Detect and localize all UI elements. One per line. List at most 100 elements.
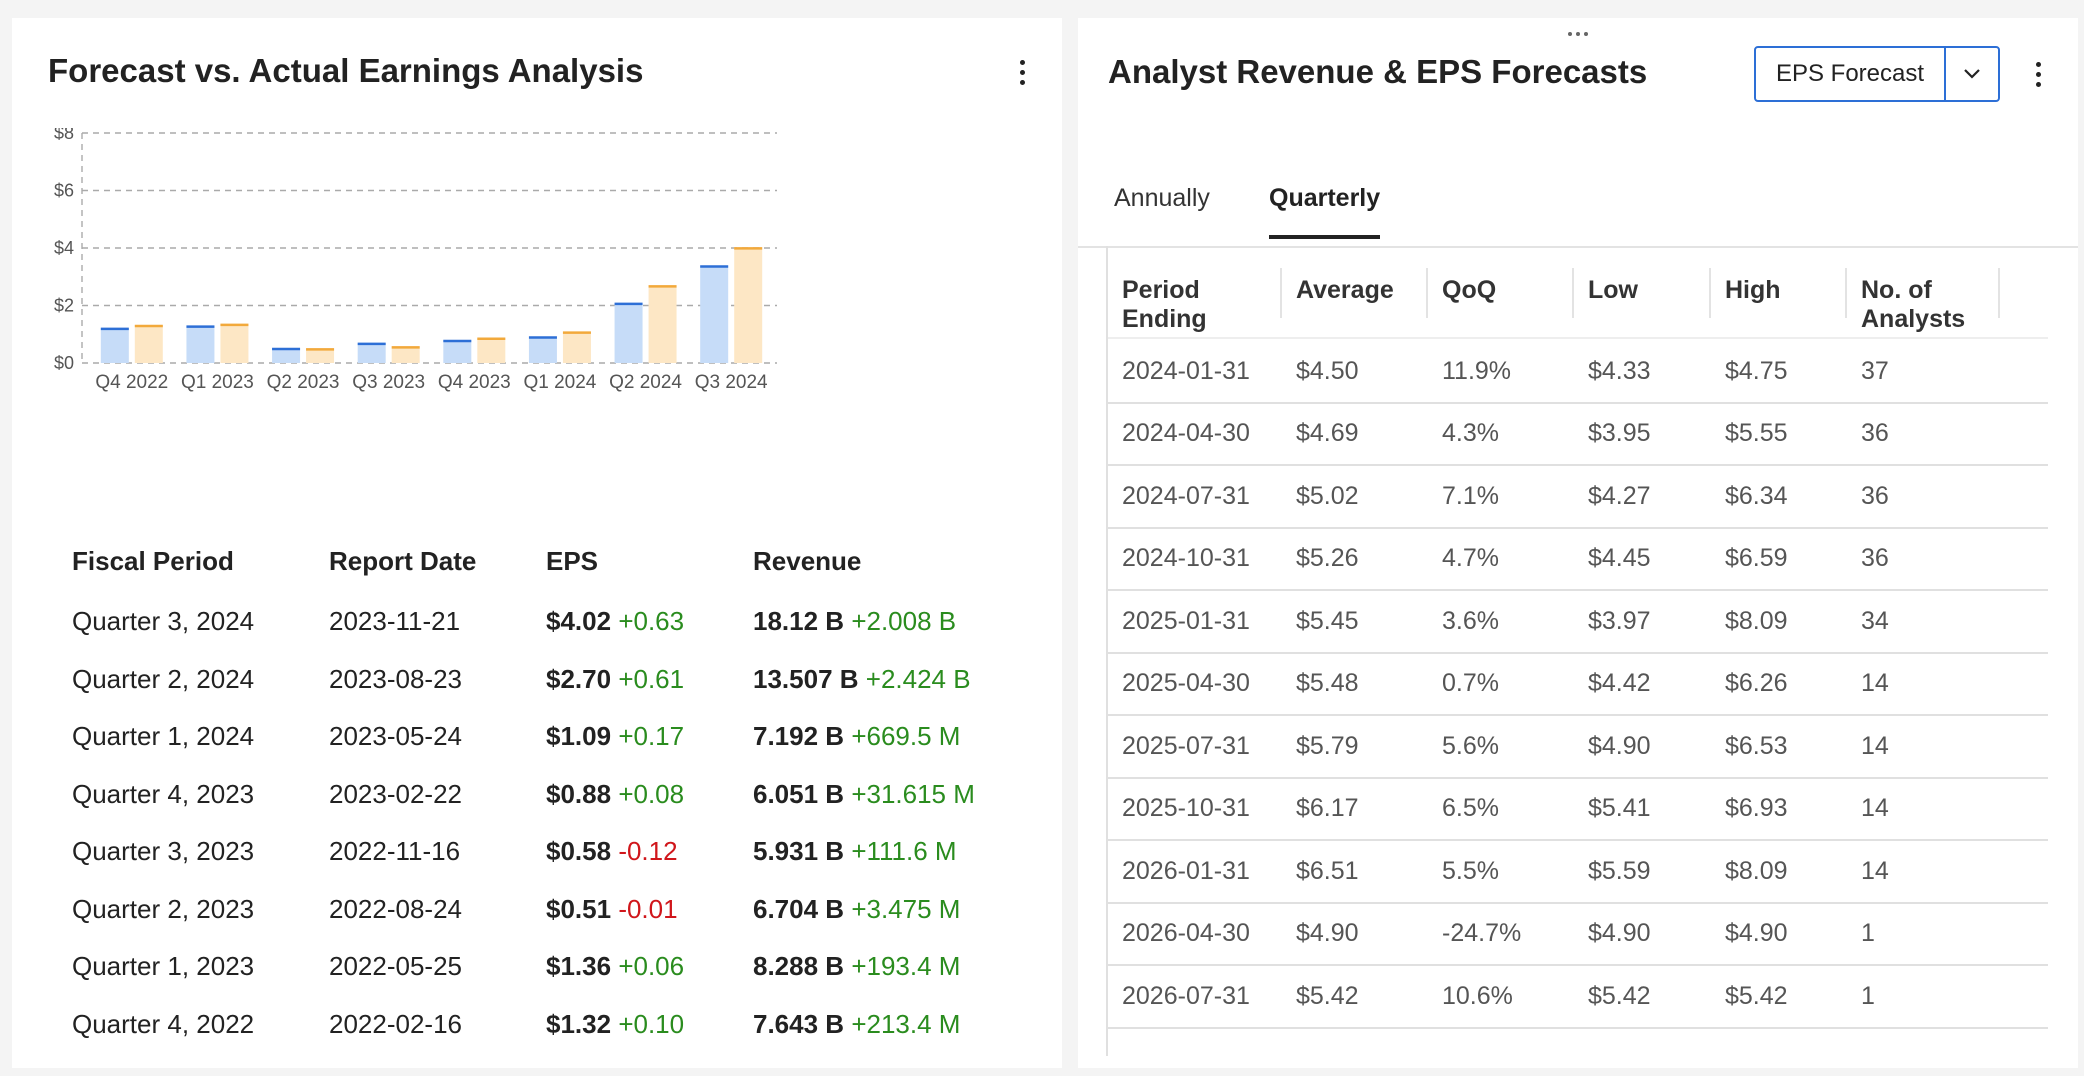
tab-annually[interactable]: Annually [1114, 184, 1210, 212]
period-tabs: Annually Quarterly [1078, 148, 2078, 248]
eps-cell: $0.88 +0.08 [546, 766, 753, 824]
row-filler [2000, 715, 2048, 779]
analyst-count-cell: 34 [1847, 590, 2000, 654]
forecast-type-select[interactable]: EPS Forecast [1754, 46, 2000, 102]
eps-cell: $0.51 -0.01 [546, 881, 753, 939]
y-tick-label: $0 [54, 353, 74, 373]
more-options-icon[interactable] [1012, 52, 1032, 92]
eps-cell: $4.02 +0.63 [546, 593, 753, 651]
tab-quarterly[interactable]: Quarterly [1269, 184, 1381, 239]
high-cell: $6.53 [1711, 715, 1847, 779]
revenue-surprise: +2.424 B [865, 663, 971, 694]
low-cell: $4.45 [1574, 527, 1711, 591]
select-value: EPS Forecast [1756, 48, 1946, 100]
low-cell: $4.90 [1574, 715, 1711, 779]
bar [357, 342, 386, 363]
fiscal-period: Quarter 3, 2024 [72, 606, 255, 637]
column-divider[interactable] [1280, 268, 1282, 318]
column-divider[interactable] [1709, 268, 1711, 318]
column-divider[interactable] [1845, 268, 1847, 318]
revenue-value: 8.288 B [753, 951, 845, 982]
column-filler [2000, 246, 2048, 339]
table-row: Quarter 4, 2022 2022-02-16 $1.32 +0.10 7.64… [72, 996, 1013, 1054]
bar [648, 285, 677, 363]
revenue-cell: 6.704 B +3.475 M [753, 881, 1013, 939]
y-tick-label: $2 [54, 296, 74, 316]
eps-cell: $1.09 +0.17 [546, 708, 753, 766]
eps-cell: $1.32 +0.10 [546, 996, 753, 1054]
row-filler [2000, 777, 2048, 841]
bar [100, 327, 129, 363]
chevron-down-icon[interactable] [1946, 48, 1998, 100]
column-header[interactable]: Period Ending [1108, 246, 1282, 339]
eps-surprise: -0.12 [618, 836, 678, 867]
column-divider[interactable] [1998, 268, 2000, 318]
column-header-label: Average [1296, 276, 1394, 304]
card-title: Forecast vs. Actual Earnings Analysis [48, 52, 644, 89]
column-header: Fiscal Period [72, 546, 234, 576]
eps-surprise: +0.06 [618, 951, 685, 982]
column-header-label: Analysts [1861, 305, 1966, 333]
table-row: 2025-04-30 $5.48 0.7% $4.42 $6.26 14 [1108, 652, 2048, 716]
revenue-value: 7.643 B [753, 1008, 845, 1039]
column-header[interactable]: QoQ [1428, 246, 1574, 339]
table-row: Quarter 3, 2023 2022-11-16 $0.58 -0.12 5.93… [72, 823, 1013, 881]
y-tick-label: $6 [54, 181, 74, 201]
revenue-cell: 8.288 B +193.4 M [753, 938, 1013, 996]
average-cell: $5.26 [1282, 527, 1428, 591]
period-ending-cell: 2025-07-31 [1108, 715, 1282, 779]
column-header[interactable]: No. of Analysts [1847, 246, 2000, 339]
eps-value: $2.70 [546, 663, 612, 694]
bar [477, 337, 506, 363]
column-header[interactable]: High [1711, 246, 1847, 339]
revenue-surprise: +3.475 M [851, 893, 961, 924]
average-cell: $5.45 [1282, 590, 1428, 654]
eps-cell: $2.70 +0.61 [546, 651, 753, 709]
bar [391, 346, 420, 363]
report-date: 2023-08-23 [329, 663, 462, 694]
y-tick-label: $4 [54, 238, 74, 258]
fiscal-period: Quarter 2, 2024 [72, 663, 255, 694]
low-cell: $4.27 [1574, 465, 1711, 529]
high-cell: $4.75 [1711, 338, 1847, 404]
revenue-value: 7.192 B [753, 721, 845, 752]
table-row: Quarter 1, 2024 2023-05-24 $1.09 +0.17 7.19… [72, 708, 1013, 766]
period-ending-cell: 2024-07-31 [1108, 465, 1282, 529]
forecast-table-container[interactable]: Period Ending Average QoQ Low High No. of Analy… [1106, 246, 2054, 1056]
eps-surprise: +0.08 [618, 778, 685, 809]
row-filler [2000, 402, 2048, 466]
bar [134, 325, 163, 363]
column-header[interactable]: Average [1282, 246, 1428, 339]
high-cell: $6.26 [1711, 652, 1847, 716]
report-date: 2023-11-21 [329, 606, 461, 637]
revenue-cell: 13.507 B +2.424 B [753, 651, 1013, 709]
column-divider[interactable] [1426, 268, 1428, 318]
eps-value: $0.51 [546, 893, 612, 924]
revenue-value: 18.12 B [753, 606, 845, 637]
high-cell: $6.59 [1711, 527, 1847, 591]
table-header-row: Period Ending Average QoQ Low High No. of Analy… [1108, 246, 2048, 339]
drag-handle-icon[interactable] [1568, 32, 1588, 36]
revenue-surprise: +213.4 M [851, 1008, 961, 1039]
high-cell: $8.09 [1711, 590, 1847, 654]
report-date: 2022-05-25 [329, 951, 462, 982]
analyst-count-cell: 1 [1847, 965, 2000, 1029]
column-header[interactable]: Low [1574, 246, 1711, 339]
more-options-icon[interactable] [2028, 54, 2048, 94]
column-divider[interactable] [1572, 268, 1574, 318]
qoq-cell: 11.9% [1428, 338, 1574, 404]
row-filler [2000, 590, 2048, 654]
table-header-row: Fiscal Period Report Date EPS Revenue [72, 546, 1013, 593]
eps-surprise: +0.17 [618, 721, 685, 752]
qoq-cell: 0.7% [1428, 652, 1574, 716]
qoq-cell: 6.5% [1428, 777, 1574, 841]
x-tick-label: Q1 2023 [181, 372, 254, 393]
bar [734, 247, 763, 363]
row-filler [2000, 652, 2048, 716]
period-ending-cell: 2024-10-31 [1108, 527, 1282, 591]
low-cell: $5.41 [1574, 777, 1711, 841]
eps-value: $1.09 [546, 721, 612, 752]
x-tick-label: Q3 2023 [352, 372, 425, 393]
revenue-cell: 18.12 B +2.008 B [753, 593, 1013, 651]
row-filler [2000, 840, 2048, 904]
